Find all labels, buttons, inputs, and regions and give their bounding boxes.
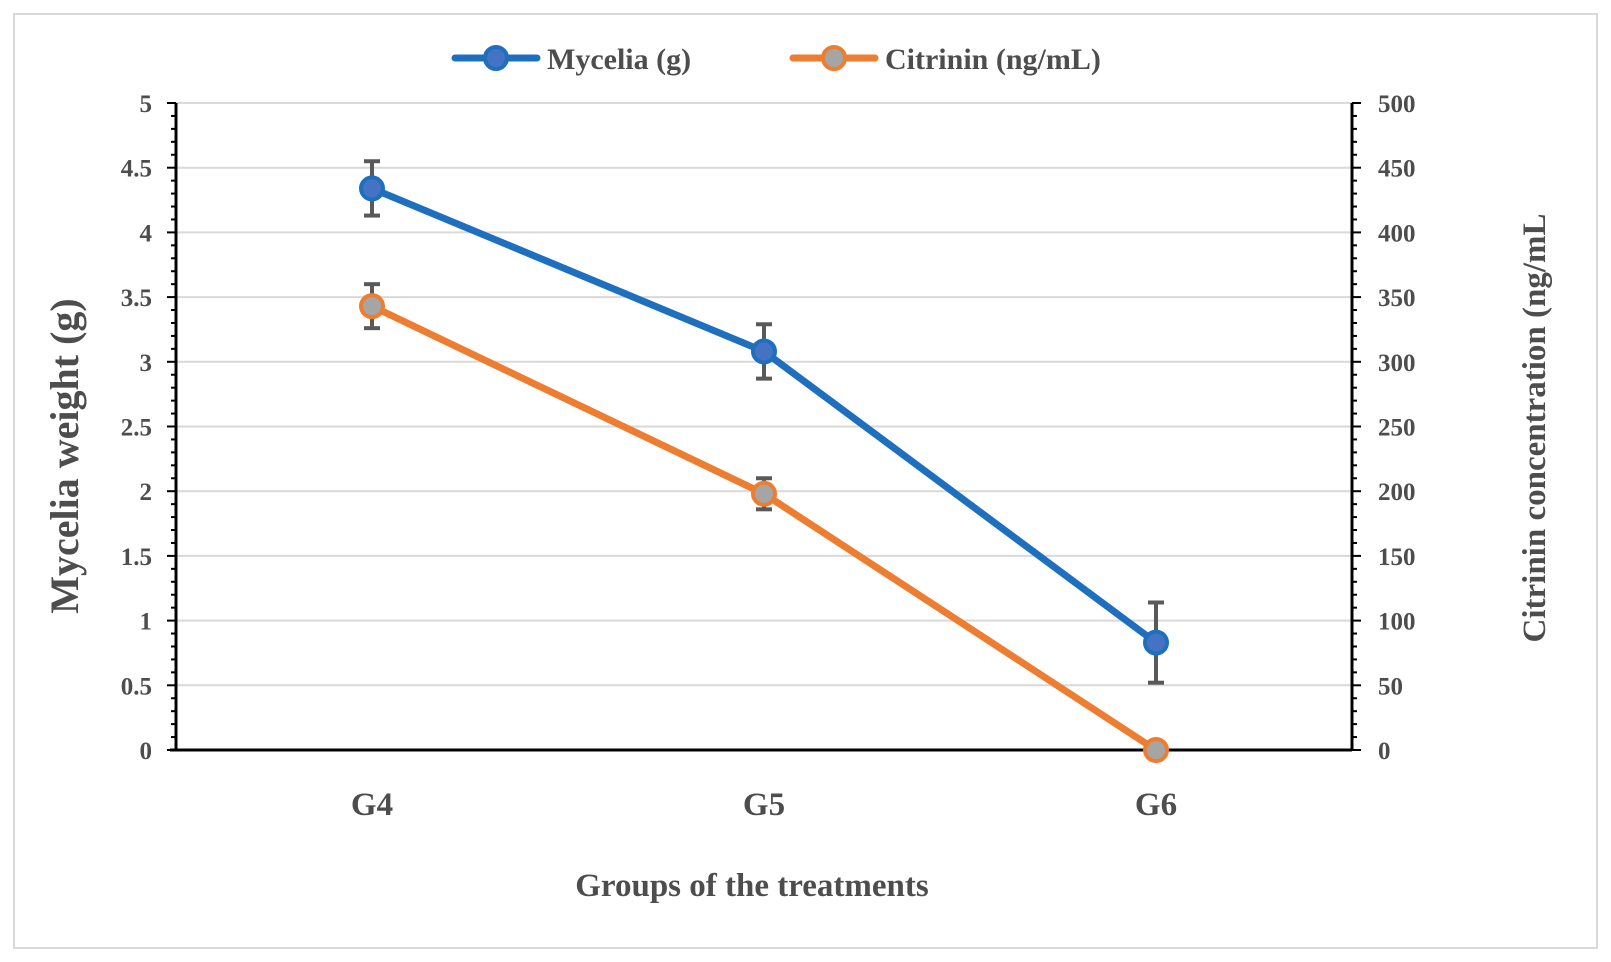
point-citrinin-g4	[359, 293, 385, 320]
y-tick-label-left-10: 5	[140, 91, 153, 118]
y-tick-label-right-6: 300	[1378, 350, 1416, 377]
y-tick-label-right-1: 50	[1378, 673, 1403, 700]
y-tick-label-left-9: 4.5	[121, 156, 152, 183]
chart-frame	[13, 13, 1598, 949]
y-axis-title-left: Mycelia weight (g)	[42, 298, 87, 613]
x-tick-label-g6: G6	[1135, 787, 1177, 823]
legend-label-citrinin: Citrinin (ng/mL)	[885, 43, 1101, 76]
point-citrinin-g5	[751, 480, 777, 507]
y-tick-label-left-2: 1	[140, 609, 153, 636]
y-tick-label-left-3: 1.5	[121, 544, 152, 571]
legend-marker-citrinin	[821, 45, 847, 71]
legend-label-mycelia: Mycelia (g)	[547, 43, 691, 76]
legend: Mycelia (g) Citrinin (ng/mL)	[451, 43, 1101, 76]
point-mycelia-g4	[359, 175, 385, 202]
y-tick-label-right-10: 500	[1378, 91, 1416, 118]
y-tick-label-right-5: 250	[1378, 415, 1416, 442]
legend-marker-mycelia	[483, 45, 509, 71]
y-tick-label-left-7: 3.5	[121, 285, 152, 312]
y-tick-label-right-4: 200	[1378, 479, 1416, 506]
y-tick-label-left-5: 2.5	[121, 415, 152, 442]
tick-marks	[167, 102, 1361, 751]
x-axis-title: Groups of the treatments	[575, 868, 929, 904]
legend-item-citrinin: Citrinin (ng/mL)	[789, 43, 1101, 76]
point-mycelia-g5	[751, 338, 777, 365]
legend-item-mycelia: Mycelia (g)	[451, 43, 691, 76]
x-tick-label-g5: G5	[743, 787, 785, 823]
y-tick-label-right-9: 450	[1378, 156, 1416, 183]
y-tick-label-right-0: 0	[1378, 738, 1391, 765]
point-mycelia-g6	[1143, 629, 1169, 656]
y-tick-label-right-2: 100	[1378, 609, 1416, 636]
y-tick-label-right-3: 150	[1378, 544, 1416, 571]
y-tick-label-left-4: 2	[140, 479, 153, 506]
tick-labels: 00.511.522.533.544.550501001502002503003…	[121, 91, 1416, 823]
y-tick-label-left-8: 4	[140, 220, 153, 247]
y-tick-label-left-6: 3	[140, 350, 153, 377]
point-citrinin-g6	[1143, 737, 1169, 763]
y-tick-label-right-8: 400	[1378, 220, 1416, 247]
x-tick-label-g4: G4	[351, 787, 393, 823]
y-tick-label-right-7: 350	[1378, 285, 1416, 312]
y-axis-title-right: Citrinin concentration (ng/mL	[1517, 214, 1553, 643]
series	[359, 159, 1169, 763]
y-tick-label-left-1: 0.5	[121, 673, 152, 700]
y-tick-label-left-0: 0	[140, 738, 153, 765]
